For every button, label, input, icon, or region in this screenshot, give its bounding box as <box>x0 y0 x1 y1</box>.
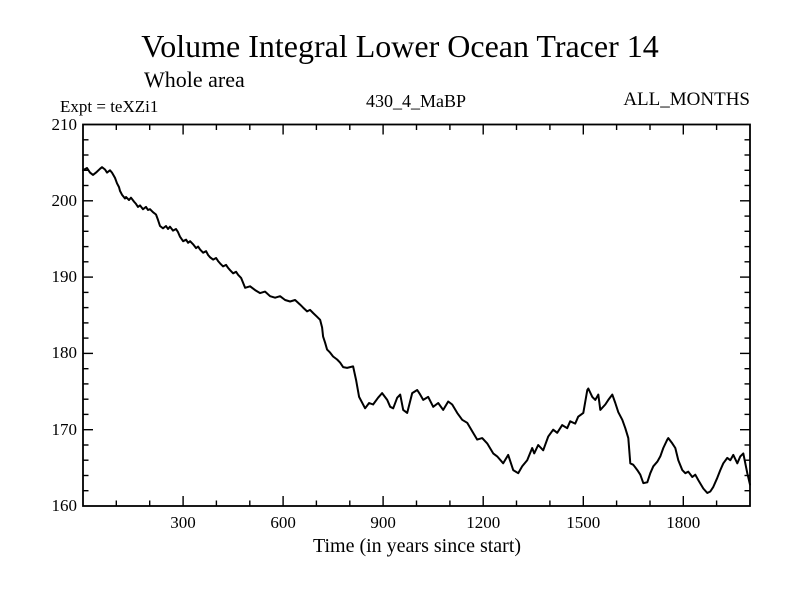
chart-subtitle: Whole area <box>144 67 245 92</box>
experiment-label: Expt = teXZi1 <box>60 97 159 116</box>
chart-title: Volume Integral Lower Ocean Tracer 14 <box>141 28 659 64</box>
data-line <box>82 166 751 494</box>
plot-frame <box>82 123 751 507</box>
tick-marks <box>83 124 750 506</box>
run-id-label: 430_4_MaBP <box>365 91 466 111</box>
x-axis-label: Time (in years since start) <box>312 535 522 557</box>
months-label: ALL_MONTHS <box>623 89 750 110</box>
